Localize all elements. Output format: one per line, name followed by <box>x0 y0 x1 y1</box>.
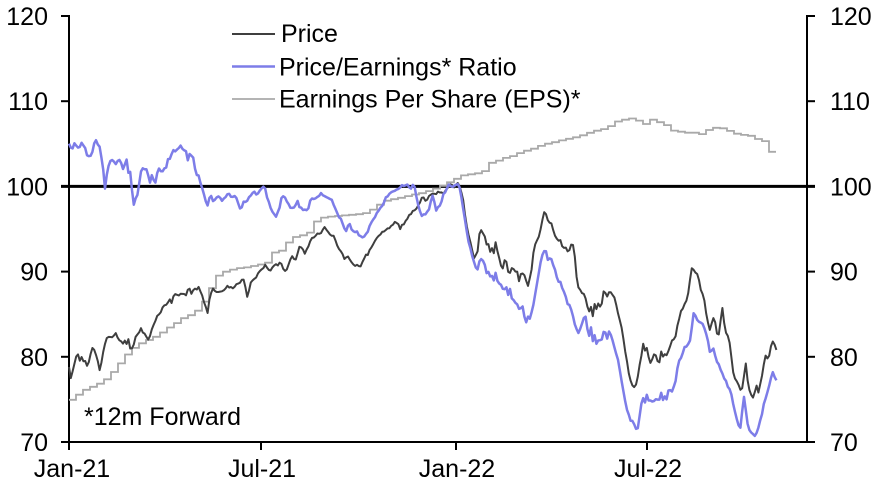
svg-text:Jul-21: Jul-21 <box>228 455 296 483</box>
svg-text:90: 90 <box>20 259 48 287</box>
svg-text:80: 80 <box>830 344 858 372</box>
svg-text:70: 70 <box>20 429 48 457</box>
svg-text:110: 110 <box>830 88 870 116</box>
svg-text:120: 120 <box>830 3 872 31</box>
svg-text:Price: Price <box>281 20 338 48</box>
svg-text:80: 80 <box>20 344 48 372</box>
svg-text:100: 100 <box>830 173 872 201</box>
svg-text:Jan-21: Jan-21 <box>34 455 110 483</box>
svg-text:120: 120 <box>6 3 48 31</box>
svg-text:Earnings Per Share (EPS)*: Earnings Per Share (EPS)* <box>279 86 581 114</box>
svg-text:90: 90 <box>830 259 858 287</box>
svg-text:*12m Forward: *12m Forward <box>84 403 241 431</box>
svg-text:Price/Earnings* Ratio: Price/Earnings* Ratio <box>279 54 517 82</box>
svg-text:Jul-22: Jul-22 <box>614 455 682 483</box>
svg-text:110: 110 <box>8 88 48 116</box>
svg-text:Jan-22: Jan-22 <box>419 455 495 483</box>
svg-text:100: 100 <box>6 173 48 201</box>
svg-text:70: 70 <box>830 429 858 457</box>
